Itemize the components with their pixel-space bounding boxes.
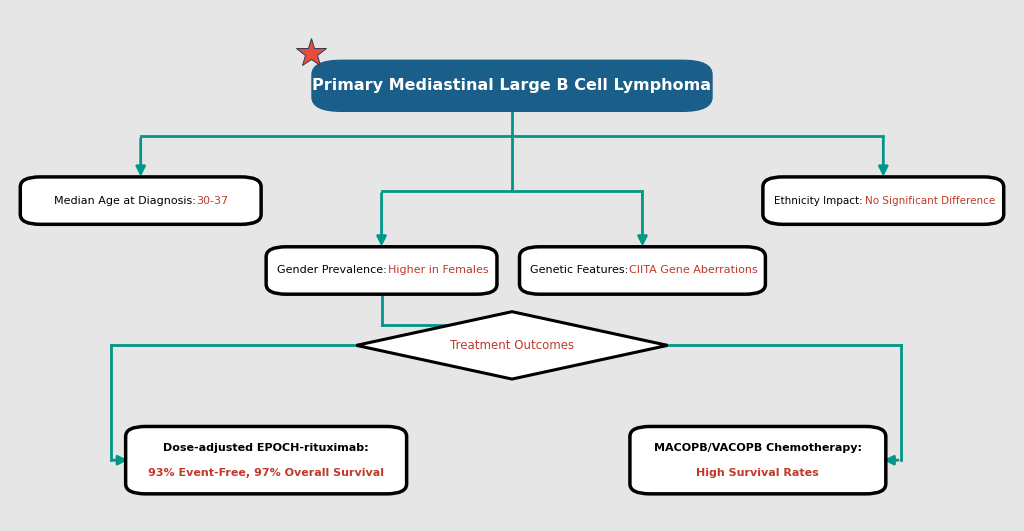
Polygon shape <box>356 312 668 379</box>
FancyBboxPatch shape <box>20 177 261 224</box>
Text: High Survival Rates: High Survival Rates <box>696 468 819 478</box>
FancyBboxPatch shape <box>126 426 407 494</box>
Text: Genetic Features:: Genetic Features: <box>529 266 631 276</box>
FancyBboxPatch shape <box>763 177 1004 224</box>
FancyBboxPatch shape <box>630 426 886 494</box>
Text: MACOPB/VACOPB Chemotherapy:: MACOPB/VACOPB Chemotherapy: <box>654 443 862 453</box>
FancyBboxPatch shape <box>519 247 765 294</box>
Text: No Significant Difference: No Significant Difference <box>864 195 994 205</box>
Text: Higher in Females: Higher in Females <box>388 266 488 276</box>
Text: 93% Event-Free, 97% Overall Survival: 93% Event-Free, 97% Overall Survival <box>148 468 384 478</box>
Text: Ethnicity Impact:: Ethnicity Impact: <box>774 195 866 205</box>
Text: Gender Prevalence:: Gender Prevalence: <box>276 266 390 276</box>
Text: Primary Mediastinal Large B Cell Lymphoma: Primary Mediastinal Large B Cell Lymphom… <box>312 78 712 93</box>
Text: Dose-adjusted EPOCH-rituximab:: Dose-adjusted EPOCH-rituximab: <box>163 443 369 453</box>
FancyBboxPatch shape <box>266 247 497 294</box>
Text: Treatment Outcomes: Treatment Outcomes <box>450 339 574 352</box>
FancyBboxPatch shape <box>311 59 713 112</box>
Text: CIITA Gene Aberrations: CIITA Gene Aberrations <box>629 266 758 276</box>
Text: Median Age at Diagnosis:: Median Age at Diagnosis: <box>53 195 199 205</box>
Text: 30-37: 30-37 <box>197 195 228 205</box>
